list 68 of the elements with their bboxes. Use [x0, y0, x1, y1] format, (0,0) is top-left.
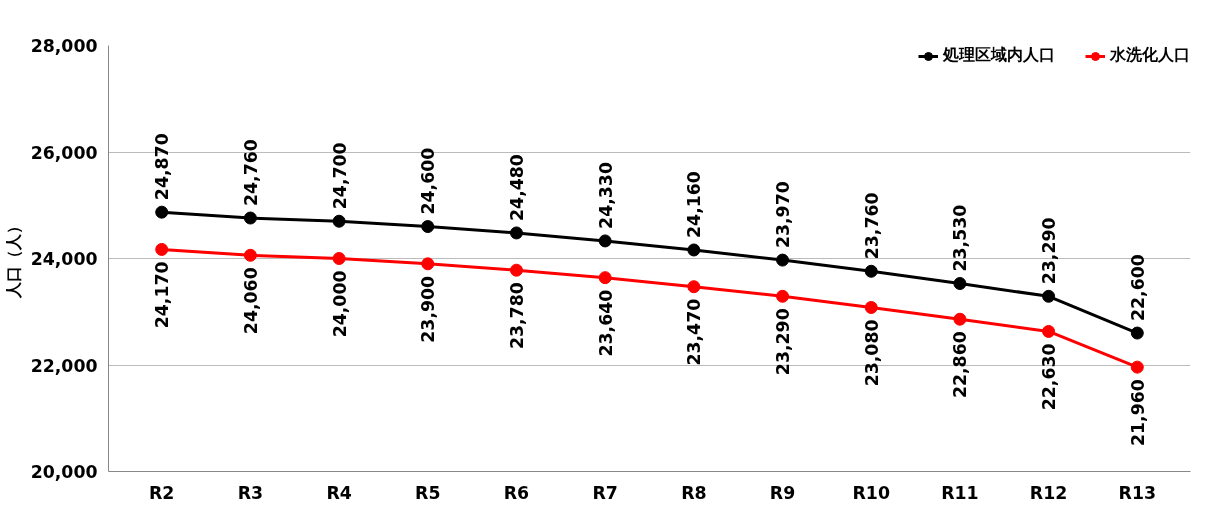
point: [864, 264, 878, 278]
data-label: 23,640: [595, 289, 616, 357]
y-tick-label: 26,000: [30, 142, 98, 163]
data-label: 23,470: [684, 298, 705, 366]
data-label: 24,000: [329, 270, 350, 338]
data-label: 23,780: [506, 282, 527, 350]
data-label: 24,870: [152, 133, 173, 201]
y-tick-label: 22,000: [30, 355, 98, 376]
data-label: 23,290: [1039, 217, 1060, 285]
legend-label: 処理区域内人口: [943, 45, 1055, 66]
point: [1042, 324, 1056, 338]
data-label: 24,700: [329, 142, 350, 210]
data-label: 23,530: [950, 204, 971, 272]
point: [509, 263, 523, 277]
point: [598, 234, 612, 248]
x-tick-label: R5: [415, 482, 441, 503]
y-axis-title: 人口（人）: [3, 218, 23, 300]
data-label: 22,630: [1039, 343, 1060, 411]
point: [687, 243, 701, 257]
point: [598, 271, 612, 285]
data-label: 22,600: [1127, 254, 1148, 322]
y-tick-label: 24,000: [30, 249, 98, 269]
data-label: 24,330: [595, 162, 616, 229]
data-label: 21,960: [1127, 379, 1148, 446]
point: [421, 220, 435, 234]
x-tick-label: R3: [237, 482, 264, 503]
point: [1042, 289, 1056, 303]
y-tick-label: 20,000: [30, 462, 98, 482]
x-tick-label: R7: [592, 482, 618, 503]
point: [776, 289, 790, 303]
point: [332, 214, 346, 228]
x-tick-label: R8: [681, 482, 707, 503]
point: [953, 277, 967, 291]
x-tick-label: R6: [503, 482, 530, 503]
data-label: 24,480: [506, 154, 527, 221]
data-label: 24,760: [240, 139, 261, 207]
point: [776, 253, 790, 267]
point: [243, 211, 257, 225]
data-label: 23,290: [773, 308, 794, 376]
x-tick-label: R10: [852, 482, 890, 503]
point: [332, 252, 346, 265]
data-label: 24,060: [240, 267, 261, 335]
legend-label: 水洗化人口: [1110, 45, 1190, 66]
data-label: 22,860: [950, 331, 971, 399]
x-tick-label: R11: [941, 482, 979, 503]
data-label: 23,760: [861, 192, 882, 260]
point: [864, 301, 878, 314]
point: [421, 257, 435, 271]
y-tick-label: 28,000: [30, 36, 98, 56]
x-tick-label: R9: [769, 482, 796, 503]
point: [1130, 360, 1144, 374]
point: [953, 312, 967, 326]
point: [687, 280, 701, 294]
point: [155, 242, 169, 256]
point: [155, 205, 169, 219]
x-tick-label: R2: [149, 482, 175, 503]
point: [509, 226, 523, 240]
data-label: 23,900: [418, 275, 439, 343]
data-label: 24,170: [152, 261, 173, 329]
data-label: 23,970: [773, 181, 794, 249]
data-label: 24,160: [684, 171, 705, 238]
x-tick-label: R12: [1029, 482, 1068, 503]
x-tick-label: R13: [1118, 482, 1157, 503]
point: [243, 248, 257, 262]
point: [1130, 326, 1144, 340]
data-label: 23,080: [861, 319, 882, 387]
x-tick-label: R4: [326, 482, 352, 503]
data-label: 24,600: [418, 147, 439, 215]
